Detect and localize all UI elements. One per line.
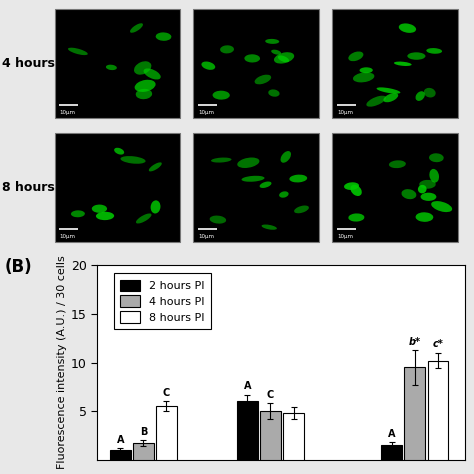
Ellipse shape [420, 192, 437, 201]
Ellipse shape [242, 176, 264, 182]
Text: B: B [140, 427, 147, 437]
Ellipse shape [130, 23, 143, 33]
Ellipse shape [210, 216, 226, 224]
Text: 10μm: 10μm [59, 110, 75, 115]
Ellipse shape [383, 93, 398, 102]
Ellipse shape [274, 52, 294, 64]
Ellipse shape [350, 185, 362, 196]
Text: A: A [117, 435, 124, 445]
Ellipse shape [399, 23, 416, 33]
Text: 10μm: 10μm [198, 234, 214, 239]
Ellipse shape [426, 48, 442, 54]
Ellipse shape [136, 213, 152, 224]
Ellipse shape [418, 185, 427, 193]
Text: 10μm: 10μm [59, 234, 75, 239]
Text: 10μm: 10μm [337, 234, 353, 239]
Ellipse shape [419, 180, 436, 189]
Bar [193, 9, 319, 118]
Ellipse shape [344, 182, 359, 190]
Bar [55, 9, 180, 118]
Ellipse shape [376, 87, 401, 94]
Legend: 2 hours PI, 4 hours PI, 8 hours PI: 2 hours PI, 4 hours PI, 8 hours PI [114, 273, 211, 329]
Ellipse shape [278, 55, 289, 62]
Ellipse shape [149, 163, 162, 172]
Text: A: A [388, 429, 395, 439]
Ellipse shape [245, 55, 260, 63]
Text: b*: b* [409, 337, 421, 346]
Bar [55, 133, 180, 242]
Ellipse shape [389, 160, 406, 168]
Ellipse shape [429, 169, 439, 182]
Ellipse shape [201, 62, 215, 70]
Ellipse shape [96, 212, 114, 220]
Text: 8 hours: 8 hours [2, 181, 55, 194]
Ellipse shape [71, 210, 85, 217]
Ellipse shape [424, 88, 436, 98]
Ellipse shape [144, 68, 161, 80]
Ellipse shape [211, 157, 231, 163]
Ellipse shape [134, 61, 151, 75]
Text: c*: c* [432, 339, 443, 349]
Ellipse shape [114, 148, 124, 155]
Bar [193, 133, 319, 242]
Bar [283, 413, 304, 460]
Ellipse shape [260, 182, 272, 188]
Ellipse shape [431, 201, 452, 212]
Ellipse shape [120, 156, 146, 164]
Ellipse shape [237, 157, 259, 168]
Text: A: A [244, 381, 251, 391]
Text: 10μm: 10μm [337, 110, 353, 115]
Ellipse shape [353, 73, 374, 82]
Ellipse shape [416, 212, 433, 222]
Text: 10μm: 10μm [198, 110, 214, 115]
Ellipse shape [265, 39, 279, 44]
Ellipse shape [348, 52, 364, 61]
Text: 4 hours: 4 hours [2, 57, 55, 70]
Ellipse shape [359, 67, 373, 73]
Bar [332, 133, 458, 242]
Ellipse shape [271, 50, 281, 55]
Bar [260, 411, 281, 460]
Ellipse shape [294, 206, 309, 213]
Ellipse shape [348, 213, 365, 221]
Ellipse shape [151, 201, 161, 213]
Ellipse shape [136, 89, 152, 99]
Bar [110, 450, 131, 460]
Ellipse shape [212, 91, 230, 100]
Ellipse shape [407, 52, 426, 60]
Text: C: C [267, 390, 274, 400]
Ellipse shape [289, 174, 307, 182]
Ellipse shape [262, 225, 277, 230]
Ellipse shape [68, 48, 88, 55]
Ellipse shape [281, 151, 291, 163]
Ellipse shape [135, 80, 155, 92]
Bar [156, 406, 177, 460]
Bar [382, 445, 402, 460]
Ellipse shape [255, 75, 271, 84]
Ellipse shape [268, 90, 280, 97]
Ellipse shape [394, 62, 411, 66]
Ellipse shape [92, 205, 107, 213]
Bar [133, 443, 154, 460]
Ellipse shape [366, 96, 386, 107]
Ellipse shape [279, 191, 289, 198]
Y-axis label: Fluorescence intensity (A.U.) / 30 cells: Fluorescence intensity (A.U.) / 30 cells [57, 256, 67, 469]
Ellipse shape [401, 189, 416, 199]
Text: (B): (B) [5, 258, 32, 276]
Ellipse shape [106, 64, 117, 70]
Bar [428, 361, 448, 460]
Ellipse shape [220, 46, 234, 54]
Bar [237, 401, 258, 460]
Ellipse shape [429, 153, 444, 162]
Bar [332, 9, 458, 118]
Ellipse shape [416, 91, 425, 101]
Ellipse shape [155, 32, 172, 41]
Text: C: C [163, 388, 170, 398]
Bar [404, 367, 425, 460]
